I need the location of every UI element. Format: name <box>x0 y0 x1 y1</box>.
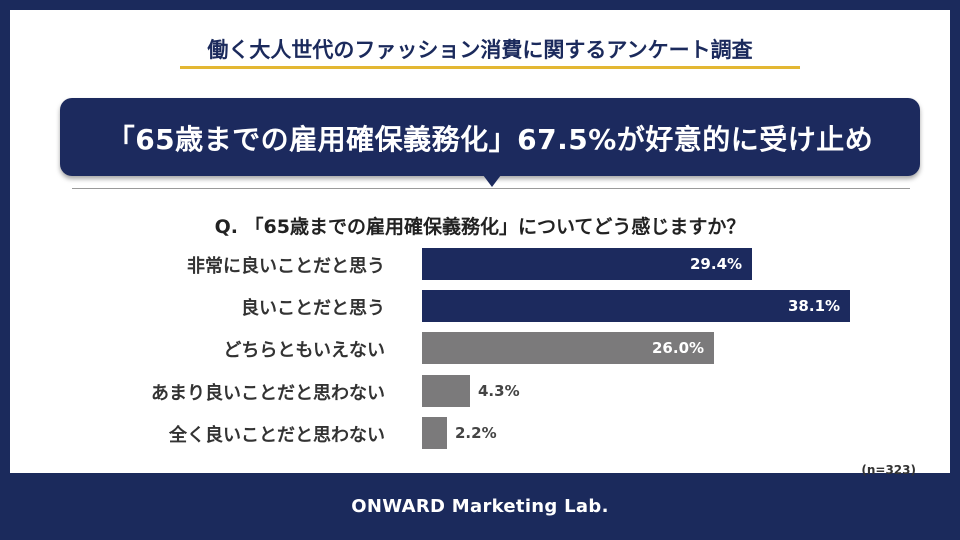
value-label: 4.3% <box>478 382 520 400</box>
bar <box>422 290 850 322</box>
category-label: どちらともいえない <box>223 340 385 361</box>
value-label: 29.4% <box>690 255 743 273</box>
headline-text: 「65歳までの雇用確保義務化」67.5%が好意的に受け止め <box>106 123 874 156</box>
bar <box>422 332 714 364</box>
bar <box>422 417 447 449</box>
value-label: 38.1% <box>788 297 841 315</box>
banner-pointer <box>483 175 501 187</box>
title-underline <box>180 66 800 69</box>
value-label: 26.0% <box>652 339 705 357</box>
sample-size-note: (n=323) <box>861 463 916 477</box>
divider-line <box>72 188 910 189</box>
category-label: 全く良いことだと思わない <box>169 425 385 446</box>
headline-banner: 「65歳までの雇用確保義務化」67.5%が好意的に受け止め <box>60 98 920 176</box>
survey-card: 働く大人世代のファッション消費に関するアンケート調査 「65歳までの雇用確保義務… <box>10 10 950 477</box>
bar <box>422 248 752 280</box>
chart-question: Q. 「65歳までの雇用確保義務化」についてどう感じますか？ <box>214 216 746 238</box>
footer-brand: ONWARD Marketing Lab. <box>351 496 609 517</box>
survey-title: 働く大人世代のファッション消費に関するアンケート調査 <box>207 38 753 62</box>
category-label: 非常に良いことだと思う <box>187 256 385 277</box>
category-label: 良いことだと思う <box>241 298 385 319</box>
bar <box>422 375 470 407</box>
category-label: あまり良いことだと思わない <box>151 383 385 404</box>
value-label: 2.2% <box>455 424 497 442</box>
